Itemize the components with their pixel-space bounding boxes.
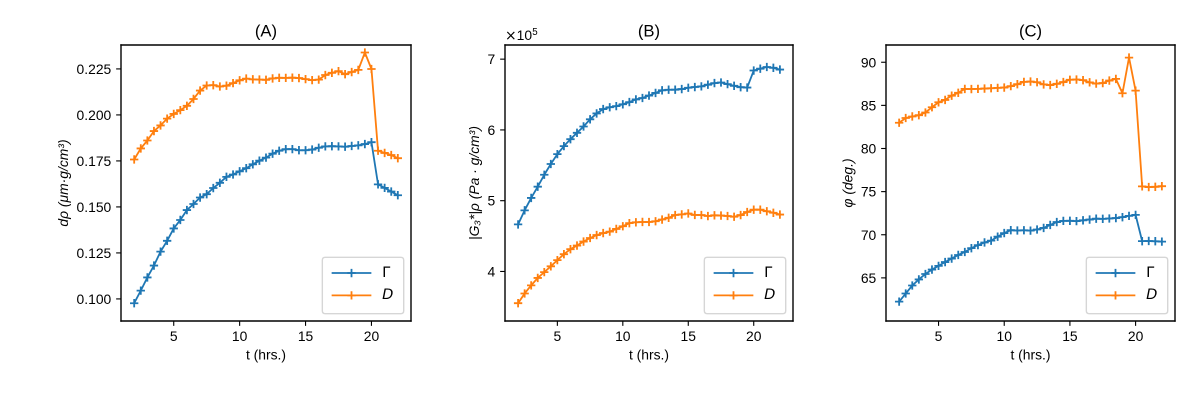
svg-text:0.125: 0.125 [77,245,112,261]
svg-text:20: 20 [746,328,762,344]
svg-text:75: 75 [861,184,877,200]
svg-text:7: 7 [488,51,496,67]
svg-text:20: 20 [1128,328,1144,344]
svg-text:5: 5 [554,328,562,344]
svg-text:D: D [382,286,393,303]
svg-text:(A): (A) [255,22,277,41]
svg-text:0.225: 0.225 [77,61,112,77]
svg-text:65: 65 [861,270,877,286]
svg-text:6: 6 [488,122,496,138]
svg-text:4: 4 [488,263,496,279]
svg-text:0.175: 0.175 [77,153,112,169]
svg-text:85: 85 [861,97,877,113]
svg-text:Γ: Γ [764,264,773,281]
svg-text:Γ: Γ [1146,264,1155,281]
svg-text:D: D [1146,286,1157,303]
svg-text:20: 20 [364,328,380,344]
svg-text:10: 10 [232,328,248,344]
svg-text:5: 5 [935,328,943,344]
svg-text:5: 5 [488,193,496,209]
svg-text:0.100: 0.100 [77,291,112,307]
svg-text:Γ: Γ [382,264,391,281]
svg-text:90: 90 [861,54,877,70]
svg-text:(B): (B) [638,22,660,41]
svg-text:D: D [764,286,775,303]
svg-text:t (hrs.): t (hrs.) [246,346,286,362]
svg-text:70: 70 [861,227,877,243]
svg-text:0.200: 0.200 [77,107,112,123]
svg-text:(C): (C) [1019,22,1042,41]
svg-text:0.150: 0.150 [77,199,112,215]
svg-text:φ (deg.): φ (deg.) [839,158,855,207]
svg-text:10: 10 [997,328,1013,344]
svg-text:t (hrs.): t (hrs.) [1010,346,1050,362]
svg-text:80: 80 [861,141,877,157]
svg-text:dρ (μm·g/cm³): dρ (μm·g/cm³) [55,139,71,226]
svg-text:10: 10 [615,328,631,344]
svg-text:15: 15 [681,328,697,344]
svg-text:t (hrs.): t (hrs.) [629,346,669,362]
svg-text:15: 15 [1062,328,1078,344]
svg-text:15: 15 [298,328,314,344]
svg-text:|G₃*|ρ (Pa · g/cm³): |G₃*|ρ (Pa · g/cm³) [466,126,482,240]
svg-text:5: 5 [170,328,178,344]
